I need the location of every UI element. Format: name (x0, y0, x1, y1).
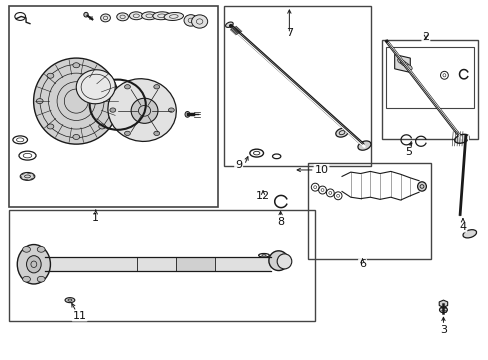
Ellipse shape (20, 172, 35, 180)
Ellipse shape (164, 13, 183, 21)
Ellipse shape (142, 12, 157, 20)
Ellipse shape (65, 298, 75, 303)
Ellipse shape (191, 15, 207, 28)
Ellipse shape (225, 22, 233, 27)
Text: 7: 7 (285, 28, 292, 38)
Text: 5: 5 (404, 147, 411, 157)
Circle shape (73, 134, 80, 139)
Ellipse shape (184, 112, 189, 117)
Circle shape (73, 63, 80, 68)
Ellipse shape (417, 182, 426, 191)
Ellipse shape (17, 244, 50, 284)
Text: 3: 3 (439, 325, 446, 334)
Ellipse shape (83, 12, 88, 17)
Circle shape (99, 73, 105, 78)
Circle shape (99, 124, 105, 129)
Bar (44, 257, 271, 271)
Ellipse shape (131, 98, 158, 123)
Circle shape (154, 85, 159, 89)
Ellipse shape (183, 15, 197, 26)
Bar (176, 257, 215, 271)
Bar (385, 47, 473, 108)
Circle shape (37, 276, 45, 282)
Ellipse shape (34, 58, 119, 144)
Bar (9, 6, 217, 207)
Ellipse shape (439, 307, 447, 313)
Text: 4: 4 (458, 222, 466, 231)
Ellipse shape (101, 14, 110, 22)
Text: 1: 1 (92, 213, 99, 222)
Ellipse shape (153, 12, 170, 20)
Text: 6: 6 (358, 259, 365, 269)
Ellipse shape (117, 13, 128, 21)
Ellipse shape (400, 60, 406, 66)
Ellipse shape (357, 141, 370, 150)
Polygon shape (394, 54, 409, 72)
Ellipse shape (406, 65, 411, 70)
Circle shape (168, 108, 174, 112)
Circle shape (124, 131, 130, 135)
Circle shape (47, 124, 54, 129)
Ellipse shape (397, 58, 403, 64)
Circle shape (47, 73, 54, 78)
Bar (307, 163, 430, 259)
Ellipse shape (76, 70, 115, 104)
Text: 12: 12 (255, 191, 269, 201)
Circle shape (36, 99, 43, 104)
Ellipse shape (268, 251, 288, 271)
Bar (381, 40, 477, 139)
Circle shape (154, 131, 159, 135)
Circle shape (109, 99, 116, 104)
Bar (9, 211, 315, 320)
Text: 11: 11 (73, 311, 86, 320)
Bar (224, 6, 370, 166)
Ellipse shape (462, 230, 476, 238)
Ellipse shape (335, 128, 347, 137)
Polygon shape (438, 300, 447, 307)
Ellipse shape (403, 63, 408, 68)
Text: 10: 10 (314, 165, 328, 175)
Circle shape (110, 108, 116, 112)
Text: 2: 2 (422, 32, 428, 41)
Circle shape (22, 247, 30, 252)
Circle shape (124, 85, 130, 89)
Circle shape (37, 247, 45, 252)
Ellipse shape (129, 12, 143, 20)
Text: 8: 8 (277, 217, 284, 227)
Circle shape (22, 276, 30, 282)
Ellipse shape (26, 256, 41, 273)
Ellipse shape (108, 79, 176, 141)
Ellipse shape (454, 134, 468, 143)
Ellipse shape (277, 254, 291, 269)
Text: 9: 9 (235, 160, 242, 170)
